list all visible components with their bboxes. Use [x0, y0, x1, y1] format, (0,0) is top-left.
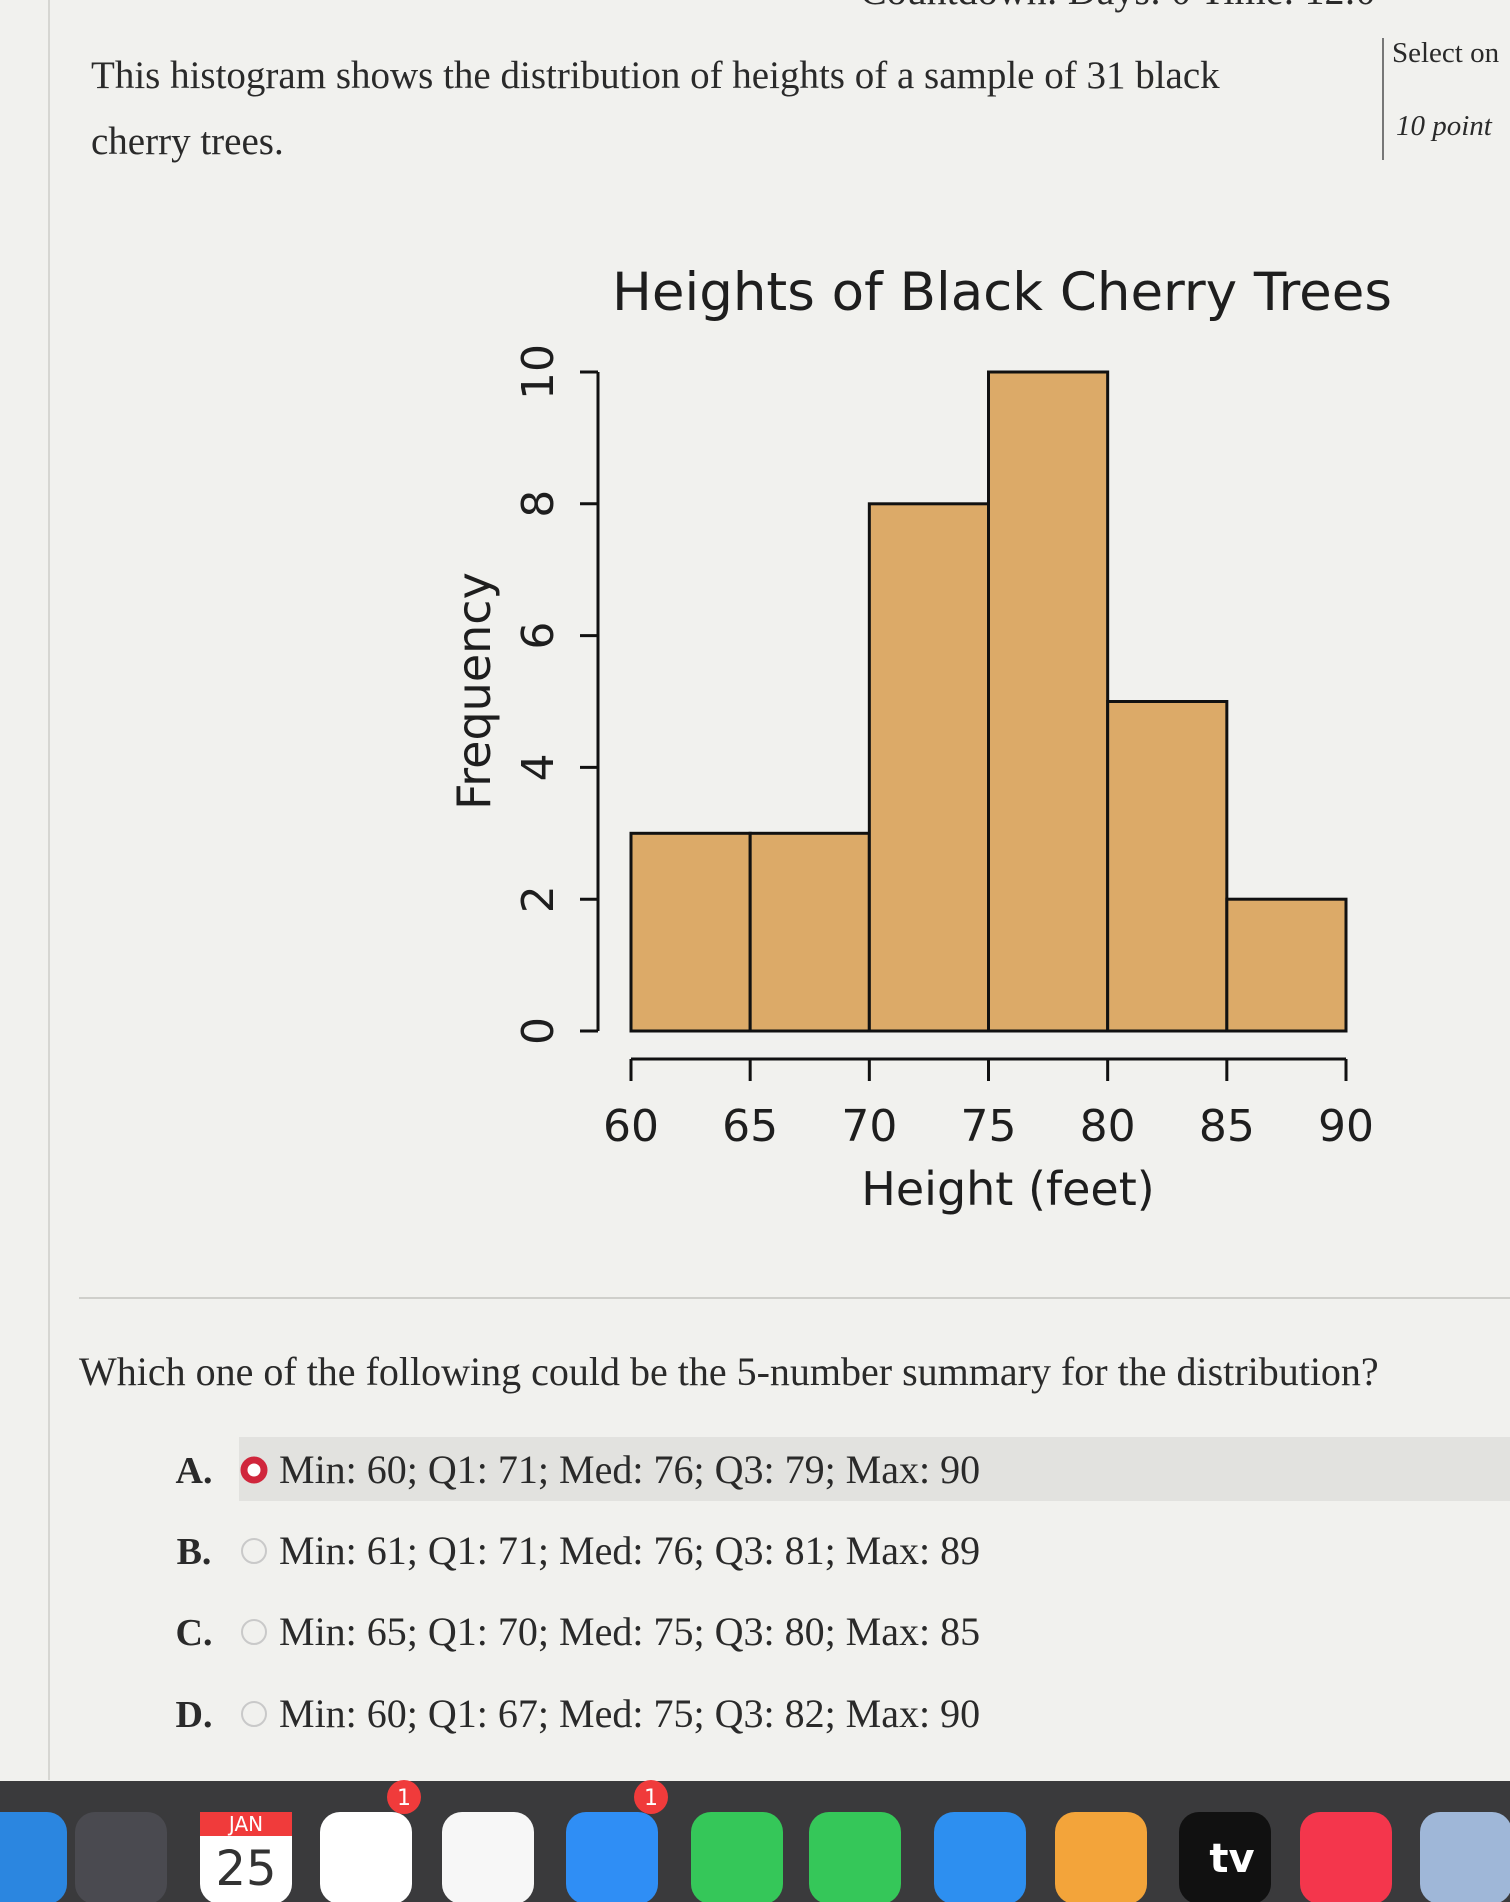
- bar: [1225, 897, 1348, 1033]
- y-tick-label: 4: [513, 753, 564, 781]
- option-text[interactable]: Min: 61; Q1: 71; Med: 76; Q3: 81; Max: 8…: [279, 1528, 980, 1573]
- y-tick-label: 10: [513, 344, 564, 400]
- option-letter: D.: [176, 1694, 213, 1736]
- histogram: Heights of Black Cherry Trees Height (fee…: [447, 262, 1392, 1216]
- intro-line: cherry trees.: [91, 120, 284, 163]
- option-text[interactable]: Min: 65; Q1: 70; Med: 75; Q3: 80; Max: 8…: [279, 1609, 980, 1654]
- badge-count: 1: [644, 1786, 658, 1811]
- dock-icon[interactable]: [934, 1812, 1026, 1902]
- y-tick-label: 0: [513, 1017, 564, 1045]
- option-radio[interactable]: [240, 1456, 268, 1484]
- y-tick-label: 2: [513, 885, 564, 913]
- option-letter: C.: [176, 1612, 213, 1654]
- y-axis-label: Frequency: [447, 572, 501, 810]
- option-letter: B.: [177, 1531, 212, 1573]
- x-tick-label: 90: [1318, 1101, 1374, 1152]
- dock-icon[interactable]: [1300, 1812, 1392, 1902]
- dock-icon[interactable]: [442, 1812, 534, 1902]
- y-tick-label: 8: [513, 490, 564, 518]
- calendar-month: JAN: [227, 1812, 263, 1836]
- option-radio[interactable]: [241, 1701, 267, 1727]
- x-tick-label: 60: [603, 1101, 659, 1152]
- badge: [387, 1780, 421, 1814]
- option-text[interactable]: Min: 60; Q1: 71; Med: 76; Q3: 79; Max: 9…: [279, 1447, 980, 1492]
- dock-icons: JAN 25 1 1 tv: [0, 1780, 1510, 1902]
- x-tick-label: 75: [961, 1101, 1017, 1152]
- y-tick-label: 6: [513, 622, 564, 650]
- bar: [629, 831, 752, 1033]
- x-axis-label: Height (feet): [861, 1162, 1154, 1216]
- badge-count: 1: [397, 1786, 411, 1811]
- dock-icon[interactable]: [0, 1812, 67, 1902]
- calendar-header: [200, 1812, 292, 1836]
- dock-icon[interactable]: [1179, 1812, 1271, 1902]
- dock-icon[interactable]: [1055, 1812, 1147, 1902]
- dock-icon[interactable]: [691, 1812, 783, 1902]
- options[interactable]: A. Min: 60; Q1: 71; Med: 76; Q3: 79; Max:…: [176, 1437, 1510, 1736]
- dock-icon[interactable]: [809, 1812, 901, 1902]
- dock-icon[interactable]: [566, 1812, 658, 1902]
- dock-icon[interactable]: [320, 1812, 412, 1902]
- bar: [987, 370, 1110, 1033]
- dock-icon[interactable]: [1420, 1812, 1510, 1902]
- x-tick-label: 85: [1199, 1101, 1255, 1152]
- option-letter: A.: [176, 1450, 213, 1492]
- bar: [748, 831, 871, 1033]
- sidebar-points: 10 point: [1396, 110, 1493, 142]
- bar: [867, 502, 990, 1033]
- option-radio[interactable]: [241, 1619, 267, 1645]
- calendar-day: 25: [215, 1841, 276, 1897]
- bar: [1106, 700, 1229, 1033]
- countdown: Countdown: Days: 0 Time: 12:0: [860, 0, 1376, 13]
- sidebar-instruction: Select on: [1392, 37, 1500, 69]
- x-tick-label: 80: [1080, 1101, 1136, 1152]
- option-radio[interactable]: [241, 1538, 267, 1564]
- tv-label: tv: [1209, 1836, 1254, 1882]
- badge: [634, 1780, 668, 1814]
- chart-title: Heights of Black Cherry Trees: [612, 262, 1392, 323]
- intro-line: This histogram shows the distribution of…: [91, 54, 1220, 97]
- x-tick-label: 70: [841, 1101, 897, 1152]
- x-tick-label: 65: [722, 1101, 778, 1152]
- option-highlight: [239, 1437, 1510, 1501]
- question: Which one of the following could be the …: [79, 1349, 1379, 1394]
- dock-icon[interactable]: [75, 1812, 167, 1902]
- option-text[interactable]: Min: 60; Q1: 67; Med: 75; Q3: 82; Max: 9…: [279, 1691, 980, 1736]
